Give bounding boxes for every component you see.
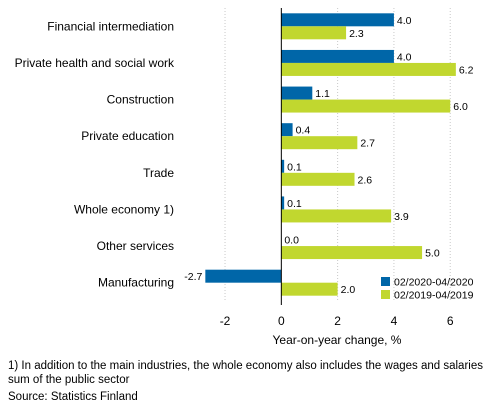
tick-label: -2 bbox=[220, 314, 231, 328]
value-labels: 4.0 2.3 4.0 6.2 1.1 6.0 0.4 2.7 0.1 2.6 0.1 3.9 0.0 5… bbox=[184, 15, 473, 296]
footnote: 1) In addition to the main industries, t… bbox=[8, 360, 483, 386]
category-label: Other services bbox=[97, 239, 174, 253]
data-label: 0.4 bbox=[296, 125, 311, 137]
tick-label: 0 bbox=[278, 314, 285, 328]
bar-series-2 bbox=[281, 99, 451, 113]
category-label: Whole economy 1) bbox=[74, 202, 174, 216]
data-label: -2.7 bbox=[184, 271, 202, 283]
bars bbox=[205, 13, 456, 296]
data-label: 5.0 bbox=[425, 248, 440, 260]
bar-series-2 bbox=[281, 246, 423, 260]
bar-series-1 bbox=[281, 159, 285, 173]
category-label: Trade bbox=[143, 166, 174, 180]
category-label: Manufacturing bbox=[98, 276, 174, 290]
category-labels: Financial intermediation Private health a… bbox=[15, 19, 175, 289]
legend-label: 02/2020-04/2020 bbox=[394, 277, 474, 289]
category-label: Construction bbox=[107, 93, 174, 107]
category-label: Financial intermediation bbox=[47, 19, 174, 33]
bar-series-1 bbox=[281, 196, 285, 210]
data-label: 2.6 bbox=[358, 174, 373, 186]
bar-series-1 bbox=[205, 269, 282, 283]
source-note: Source: Statistics Finland bbox=[8, 391, 138, 403]
data-label: 0.0 bbox=[284, 235, 299, 247]
data-label: 0.1 bbox=[287, 161, 302, 173]
tick-label: 2 bbox=[334, 314, 341, 328]
data-label: 2.0 bbox=[341, 284, 356, 296]
data-label: 6.2 bbox=[459, 64, 474, 76]
data-label: 1.1 bbox=[315, 88, 330, 100]
bar-series-1 bbox=[281, 49, 394, 63]
category-label: Private health and social work bbox=[15, 56, 175, 70]
data-label: 0.1 bbox=[287, 198, 302, 210]
data-label: 4.0 bbox=[397, 15, 412, 27]
data-label: 6.0 bbox=[453, 101, 468, 113]
tick-labels: -2 0 2 4 6 bbox=[220, 314, 454, 328]
bar-series-1 bbox=[281, 123, 293, 137]
bar-series-1 bbox=[281, 86, 313, 100]
x-axis-title: Year-on-year change, % bbox=[273, 333, 402, 347]
bar-series-2 bbox=[281, 62, 456, 76]
bar-series-2 bbox=[281, 209, 392, 223]
category-label: Private education bbox=[81, 129, 174, 143]
legend-swatch bbox=[381, 290, 390, 299]
legend-label: 02/2019-04/2019 bbox=[394, 290, 474, 302]
bar-series-2 bbox=[281, 136, 358, 150]
data-label: 2.7 bbox=[360, 138, 375, 150]
tick-label: 4 bbox=[391, 314, 398, 328]
data-label: 2.3 bbox=[349, 28, 364, 40]
tick-label: 6 bbox=[447, 314, 454, 328]
bar-series-2 bbox=[281, 172, 355, 186]
bar-series-2 bbox=[281, 26, 347, 40]
legend-swatch bbox=[381, 277, 390, 286]
data-label: 3.9 bbox=[394, 211, 409, 223]
bar-series-2 bbox=[281, 282, 338, 296]
bar-series-1 bbox=[281, 13, 394, 27]
data-label: 4.0 bbox=[397, 51, 412, 63]
